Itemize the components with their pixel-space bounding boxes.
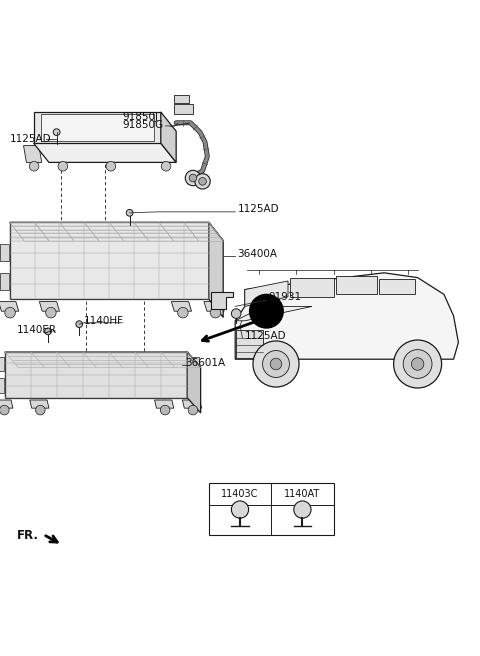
- Circle shape: [29, 161, 39, 171]
- Text: 1140HF: 1140HF: [84, 316, 124, 326]
- Polygon shape: [10, 222, 209, 299]
- Text: 36400A: 36400A: [238, 249, 277, 259]
- Circle shape: [53, 129, 60, 136]
- Polygon shape: [187, 352, 201, 413]
- Text: 1140AT: 1140AT: [284, 489, 321, 499]
- Circle shape: [106, 161, 116, 171]
- Bar: [236, 330, 263, 358]
- Circle shape: [263, 350, 289, 377]
- Circle shape: [160, 405, 170, 415]
- Polygon shape: [245, 281, 288, 306]
- Polygon shape: [182, 400, 202, 408]
- Polygon shape: [0, 273, 9, 289]
- Circle shape: [58, 161, 68, 171]
- Circle shape: [76, 321, 83, 327]
- Bar: [379, 279, 415, 295]
- Circle shape: [5, 308, 15, 318]
- Bar: [336, 276, 377, 295]
- Polygon shape: [34, 143, 176, 163]
- Polygon shape: [0, 302, 19, 311]
- Polygon shape: [190, 379, 199, 393]
- Text: 11403C: 11403C: [221, 489, 259, 499]
- Circle shape: [210, 308, 221, 318]
- Bar: [174, 94, 189, 104]
- Polygon shape: [161, 112, 176, 163]
- Polygon shape: [209, 222, 223, 318]
- Circle shape: [46, 308, 56, 318]
- Circle shape: [189, 174, 197, 182]
- Circle shape: [250, 295, 283, 328]
- Polygon shape: [211, 273, 220, 289]
- Bar: [174, 104, 193, 114]
- Text: 91850G: 91850G: [122, 120, 164, 131]
- Polygon shape: [155, 400, 174, 408]
- Bar: [290, 277, 334, 297]
- Circle shape: [394, 340, 442, 388]
- Polygon shape: [10, 222, 223, 241]
- Polygon shape: [235, 306, 312, 321]
- Text: 1125AD: 1125AD: [10, 134, 51, 144]
- Polygon shape: [34, 112, 161, 143]
- Polygon shape: [30, 400, 49, 408]
- Circle shape: [403, 350, 432, 379]
- Polygon shape: [0, 379, 4, 393]
- Polygon shape: [211, 244, 220, 261]
- Circle shape: [411, 358, 424, 370]
- Circle shape: [253, 341, 299, 387]
- Circle shape: [294, 501, 311, 518]
- Circle shape: [178, 308, 188, 318]
- Circle shape: [188, 405, 198, 415]
- Bar: [209, 483, 334, 535]
- Polygon shape: [235, 273, 458, 359]
- Circle shape: [0, 405, 9, 415]
- Polygon shape: [0, 400, 13, 408]
- Polygon shape: [0, 244, 9, 261]
- Polygon shape: [211, 292, 233, 309]
- Polygon shape: [0, 357, 4, 371]
- Text: 91850J: 91850J: [122, 112, 158, 122]
- Polygon shape: [52, 146, 71, 163]
- Text: 1125AD: 1125AD: [238, 204, 279, 214]
- Polygon shape: [100, 146, 119, 163]
- Polygon shape: [190, 357, 199, 371]
- Text: FR.: FR.: [17, 529, 39, 543]
- Circle shape: [270, 358, 282, 370]
- Circle shape: [45, 328, 51, 335]
- Text: 1125AD: 1125AD: [245, 331, 287, 341]
- Bar: [41, 114, 154, 141]
- Circle shape: [36, 405, 45, 415]
- Polygon shape: [156, 146, 174, 163]
- Circle shape: [199, 178, 206, 185]
- Circle shape: [195, 174, 210, 189]
- Text: 91931: 91931: [269, 292, 302, 302]
- Polygon shape: [39, 302, 60, 311]
- Polygon shape: [24, 146, 42, 163]
- Circle shape: [161, 161, 171, 171]
- Polygon shape: [5, 352, 201, 367]
- Circle shape: [185, 171, 201, 186]
- Text: 36601A: 36601A: [185, 358, 225, 369]
- Polygon shape: [171, 302, 192, 311]
- Circle shape: [231, 309, 241, 318]
- Polygon shape: [5, 352, 187, 398]
- Circle shape: [126, 209, 133, 216]
- Polygon shape: [204, 302, 224, 311]
- Circle shape: [231, 501, 249, 518]
- Text: 1140ER: 1140ER: [17, 325, 57, 335]
